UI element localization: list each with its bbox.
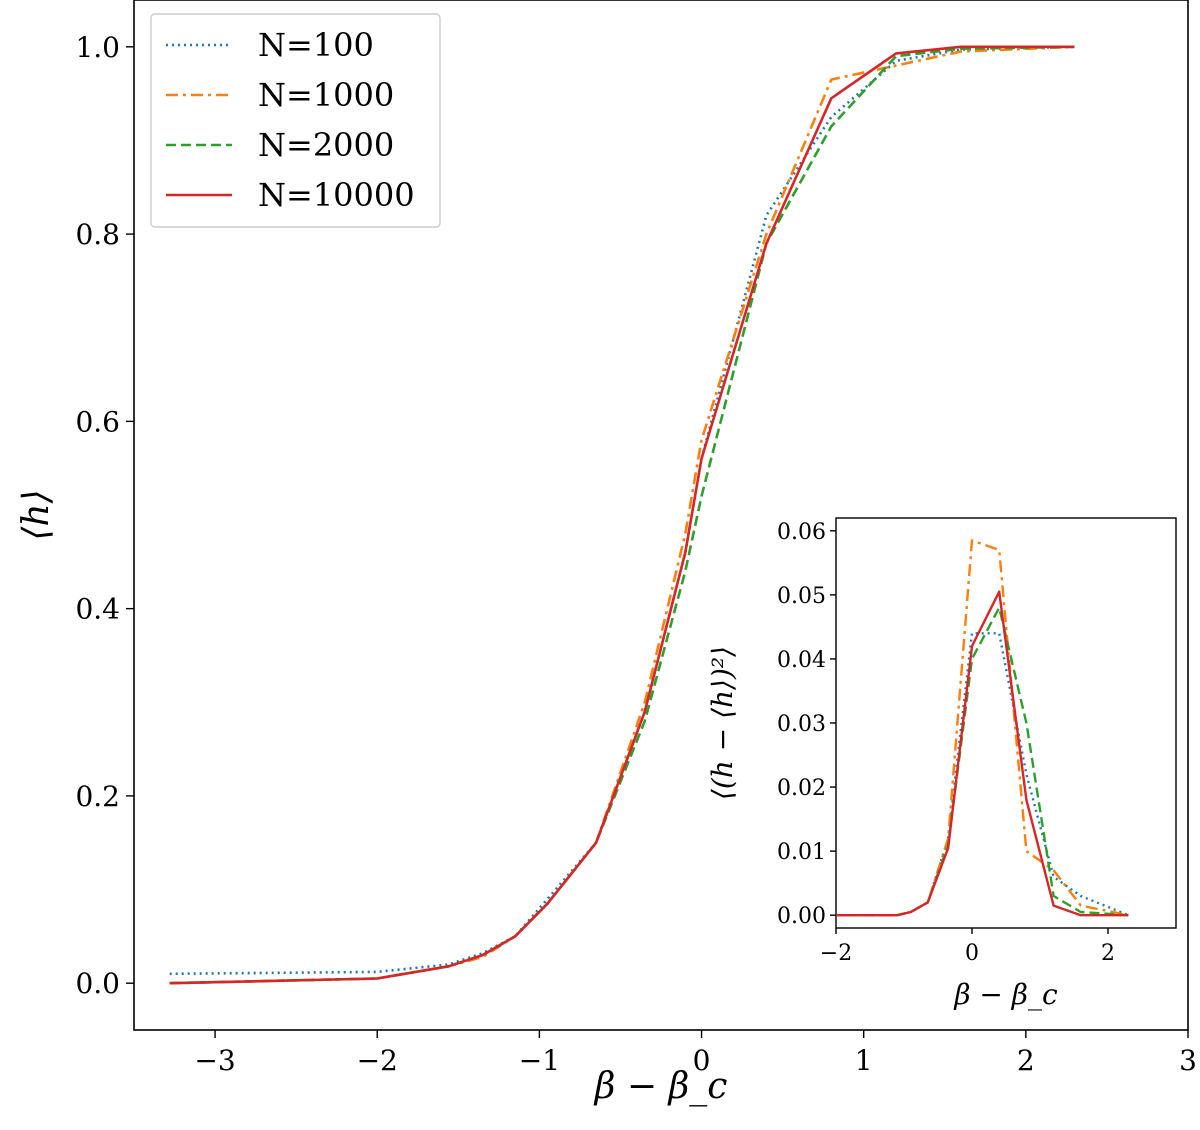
inset-ticks: −2 0 2 0.00 0.01 0.02 0.03 0.04 0.05 0.06 xyxy=(777,520,1115,966)
main-y-axis-label: ⟨h⟩ xyxy=(16,489,57,540)
legend: N=100 N=1000 N=2000 N=10000 xyxy=(150,13,441,228)
inset-y-tick-label: 0.02 xyxy=(777,776,826,801)
legend-box xyxy=(150,13,441,228)
main-y-tick-label: 0.0 xyxy=(75,967,120,1000)
main-series-n1000 xyxy=(169,45,1075,985)
main-ticks: −3 −2 −1 0 1 2 3 0.0 0.2 0.4 0.6 0.8 1.0 xyxy=(75,31,1196,1077)
legend-label-n2000: N=2000 xyxy=(258,126,394,164)
main-series-n10000 xyxy=(169,45,1075,985)
main-x-tick-label: −1 xyxy=(519,1044,560,1077)
inset-plot-background xyxy=(836,518,1176,928)
inset-y-tick-label: 0.03 xyxy=(777,712,826,737)
main-y-tick-label: 1.0 xyxy=(75,31,120,64)
inset-x-tick-label: −2 xyxy=(820,941,852,966)
inset-lines xyxy=(836,539,1129,917)
main-x-tick-label: −3 xyxy=(194,1044,235,1077)
inset-x-tick-label: 2 xyxy=(1101,941,1115,966)
inset-y-tick-label: 0.06 xyxy=(777,520,826,545)
inset-y-tick-label: 0.04 xyxy=(777,648,826,673)
main-y-tick-label: 0.2 xyxy=(75,780,120,813)
main-plot-frame xyxy=(133,0,1189,1031)
inset-series-n2000 xyxy=(836,606,1129,917)
inset-y-tick-label: 0.05 xyxy=(777,584,826,609)
inset-series-n1000 xyxy=(836,539,1129,917)
legend-label-n10000: N=10000 xyxy=(258,176,415,214)
inset-x-axis-label: β − β_c xyxy=(953,978,1058,1011)
main-lines xyxy=(169,45,1075,985)
main-y-tick-label: 0.4 xyxy=(75,593,120,626)
inset-x-tick-label: 0 xyxy=(965,941,979,966)
main-x-tick-label: 0 xyxy=(693,1044,711,1077)
main-y-tick-label: 0.8 xyxy=(75,218,120,251)
main-y-tick-label: 0.6 xyxy=(75,405,120,438)
legend-label-n100: N=100 xyxy=(258,26,374,64)
legend-label-n1000: N=1000 xyxy=(258,76,394,114)
main-x-tick-label: 1 xyxy=(855,1044,873,1077)
main-x-tick-label: 3 xyxy=(1179,1044,1197,1077)
inset-series-n10000 xyxy=(836,590,1129,917)
main-x-axis-label: β − β_c xyxy=(593,1066,728,1107)
main-x-tick-label: 2 xyxy=(1017,1044,1035,1077)
main-x-tick-label: −2 xyxy=(357,1044,398,1077)
inset-y-axis-label: ⟨(h − ⟨h⟩)²⟩ xyxy=(706,646,739,800)
inset-y-tick-label: 0.00 xyxy=(777,904,826,929)
inset-y-tick-label: 0.01 xyxy=(777,840,826,865)
